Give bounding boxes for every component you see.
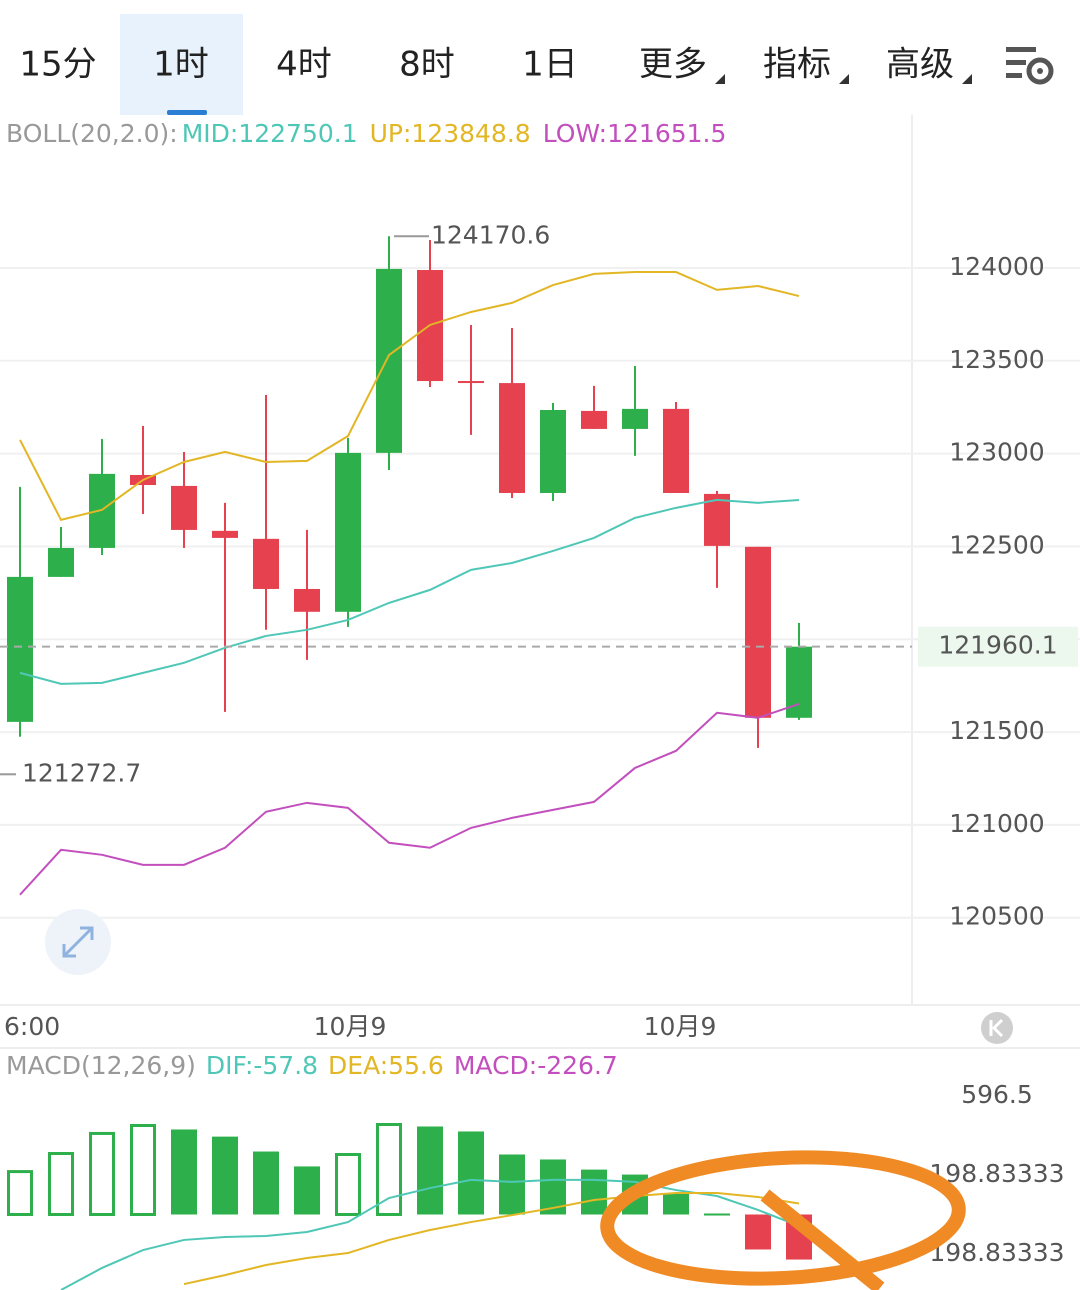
boll-line (19, 703, 800, 896)
macd-bar (130, 1123, 156, 1217)
candle-body (663, 408, 689, 493)
tab[interactable]: 指标 (763, 45, 831, 85)
macd-bars (7, 1123, 812, 1290)
y-tick-label: 198.83333 (929, 1159, 1064, 1188)
candle-body (48, 547, 74, 577)
candle-body (7, 576, 33, 722)
macd-bar (253, 1151, 279, 1215)
y-tick-label: 124000 (949, 252, 1044, 281)
dropdown-arrow (962, 74, 972, 84)
min-label: 121272.7 (22, 758, 141, 787)
candle-body (540, 409, 566, 493)
max-label: 124170.6 (431, 220, 550, 249)
macd-bar (212, 1136, 238, 1215)
dropdown-arrow (839, 74, 849, 84)
macd-panel: 596.5 198.83333 198.83333 (7, 1080, 1065, 1290)
macd-bar (417, 1126, 443, 1215)
y-tick-label: 123000 (949, 438, 1044, 467)
x-tick-label: 10月9 (314, 1012, 387, 1041)
candle-body (253, 538, 279, 589)
y-tick-label: 121500 (949, 716, 1044, 745)
tab[interactable]: 15分 (19, 45, 96, 85)
tab[interactable]: 1时 (153, 45, 209, 85)
macd-bar (335, 1153, 361, 1217)
macd-bar (704, 1213, 730, 1216)
candle-body (499, 383, 525, 493)
y-tick-label: 122500 (949, 530, 1044, 559)
macd-bar (294, 1166, 320, 1215)
y-tick-label: 120500 (949, 902, 1044, 931)
tab[interactable]: 更多 (639, 45, 707, 85)
dropdown-arrow (715, 74, 725, 84)
tab-indicator (167, 110, 207, 115)
tab-highlight (120, 14, 243, 115)
boll-legend: BOLL(20,2.0): MID:122750.1 UP:123848.8 LOW:… (6, 119, 726, 148)
x-tick-label: 6:00 (4, 1012, 60, 1041)
hand-drawn-annotation (600, 1150, 966, 1290)
tab[interactable]: 4时 (276, 45, 332, 85)
last-price-box (918, 626, 1078, 667)
tab[interactable]: 高级 (886, 45, 954, 85)
macd-bar (48, 1152, 74, 1217)
macd-line (183, 1192, 800, 1286)
candle-body (704, 493, 730, 546)
macd-bar (499, 1154, 525, 1215)
macd-legend: MACD(12,26,9) DIF:-57.8 DEA:55.6 MACD:-226.… (6, 1051, 618, 1080)
y-tick-label: 123500 (949, 345, 1044, 374)
macd-bar (89, 1131, 115, 1217)
boll-line (19, 498, 800, 685)
reset-button[interactable] (981, 1012, 1013, 1044)
macd-bar (458, 1131, 484, 1215)
candle-body (376, 268, 402, 453)
candle-body (458, 381, 484, 384)
macd-bar (745, 1214, 771, 1250)
settings-icon[interactable] (1006, 47, 1054, 85)
macd-bar (376, 1123, 402, 1217)
macd-bar (171, 1129, 197, 1215)
last-price-label: 121960.1 (938, 631, 1057, 660)
candle-body (335, 452, 361, 612)
macd-bar (581, 1169, 607, 1215)
candle-body (171, 485, 197, 530)
expand-button[interactable] (45, 909, 111, 975)
y-tick-label: 596.5 (961, 1080, 1033, 1109)
candle-body (294, 588, 320, 612)
boll-line (19, 271, 800, 522)
tab[interactable]: 8时 (399, 45, 455, 85)
candle-body (212, 530, 238, 538)
candle-body (581, 410, 607, 429)
x-tick-label: 10月9 (644, 1012, 717, 1041)
candle-body (745, 546, 771, 718)
price-panel: 120500 121000 121500 122500 123000 123500 1240… (0, 220, 1080, 1041)
macd-bar (663, 1193, 689, 1215)
macd-bar (7, 1170, 33, 1217)
macd-line (60, 1178, 800, 1290)
tab-bar: 15分 1时 4时 8时 1日 更多 指标 高级 (19, 14, 972, 115)
candle-body (622, 408, 648, 429)
candles (7, 236, 812, 896)
y-tick-label: 121000 (949, 809, 1044, 838)
tab[interactable]: 1日 (522, 45, 578, 85)
y-tick-label: 198.83333 (929, 1238, 1064, 1267)
